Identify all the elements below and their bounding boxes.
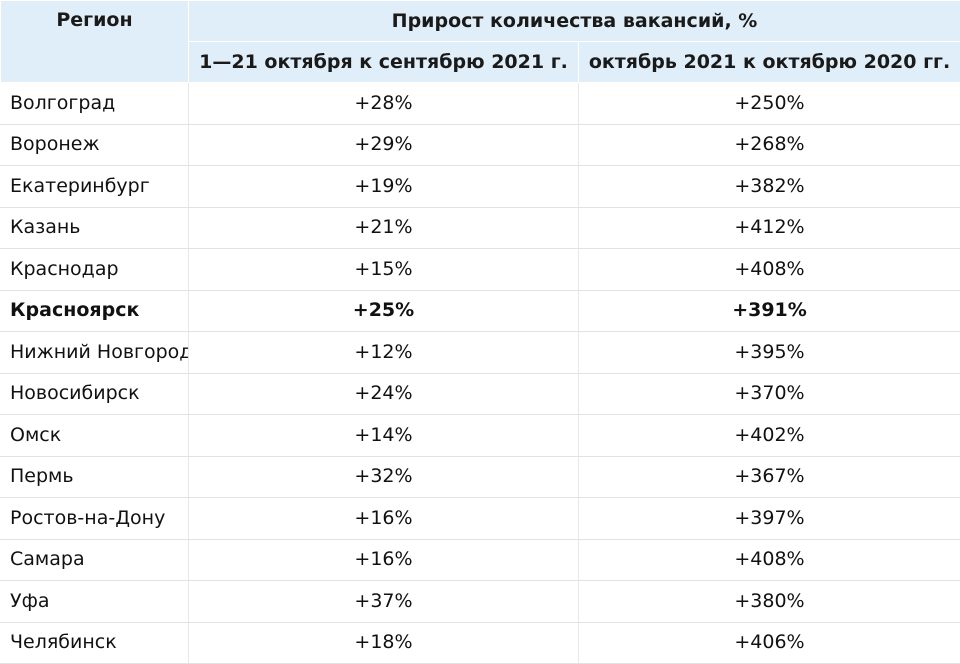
cell-oct-growth: +406%	[578, 621, 960, 664]
cell-oct-growth: +370%	[578, 372, 960, 415]
cell-region: Воронеж	[0, 123, 189, 166]
cell-region: Ростов-на-Дону	[0, 497, 189, 540]
table-body: Волгоград +28% +250% Воронеж +29% +268% Екатер…	[0, 82, 960, 664]
table-header: Регион Прирост количества вакансий, % 1—…	[0, 0, 960, 83]
table-row: Волгоград +28% +250%	[0, 82, 960, 125]
cell-region: Волгоград	[0, 82, 189, 125]
cell-oct-growth: +391%	[578, 289, 960, 332]
cell-sep-growth: +32%	[188, 455, 579, 498]
cell-sep-growth: +12%	[188, 331, 579, 374]
table-row: Челябинск +18% +406%	[0, 621, 960, 664]
cell-region: Казань	[0, 206, 189, 249]
cell-region: Омск	[0, 414, 189, 457]
cell-oct-growth: +395%	[578, 331, 960, 374]
table-row: Самара +16% +408%	[0, 538, 960, 581]
cell-sep-growth: +29%	[188, 123, 579, 166]
cell-region: Уфа	[0, 580, 189, 623]
table-row: Нижний Новгород +12% +395%	[0, 331, 960, 374]
cell-sep-growth: +16%	[188, 497, 579, 540]
header-oct-column: октябрь 2021 к октябрю 2020 гг.	[578, 41, 960, 83]
table-row: Уфа +37% +380%	[0, 580, 960, 623]
table-row: Пермь +32% +367%	[0, 455, 960, 498]
cell-region: Пермь	[0, 455, 189, 498]
cell-sep-growth: +16%	[188, 538, 579, 581]
cell-oct-growth: +402%	[578, 414, 960, 457]
cell-sep-growth: +24%	[188, 372, 579, 415]
cell-sep-growth: +21%	[188, 206, 579, 249]
header-region: Регион	[0, 0, 189, 83]
cell-oct-growth: +382%	[578, 165, 960, 208]
cell-sep-growth: +19%	[188, 165, 579, 208]
cell-region: Нижний Новгород	[0, 331, 189, 374]
table-row: Краснодар +15% +408%	[0, 248, 960, 291]
cell-sep-growth: +28%	[188, 82, 579, 125]
cell-region: Челябинск	[0, 621, 189, 664]
header-sep-column: 1—21 октября к сентябрю 2021 г.	[188, 41, 579, 83]
cell-region: Новосибирск	[0, 372, 189, 415]
cell-sep-growth: +14%	[188, 414, 579, 457]
table-row: Казань +21% +412%	[0, 206, 960, 249]
cell-oct-growth: +412%	[578, 206, 960, 249]
table-row: Омск +14% +402%	[0, 414, 960, 457]
cell-oct-growth: +408%	[578, 538, 960, 581]
cell-sep-growth: +15%	[188, 248, 579, 291]
cell-oct-growth: +367%	[578, 455, 960, 498]
cell-sep-growth: +25%	[188, 289, 579, 332]
table-row: Екатеринбург +19% +382%	[0, 165, 960, 208]
cell-region: Екатеринбург	[0, 165, 189, 208]
cell-region: Краснодар	[0, 248, 189, 291]
cell-sep-growth: +37%	[188, 580, 579, 623]
table-row: Воронеж +29% +268%	[0, 123, 960, 166]
cell-oct-growth: +380%	[578, 580, 960, 623]
cell-oct-growth: +268%	[578, 123, 960, 166]
cell-region: Самара	[0, 538, 189, 581]
cell-sep-growth: +18%	[188, 621, 579, 664]
table-row: Красноярск +25% +391%	[0, 289, 960, 332]
cell-oct-growth: +250%	[578, 82, 960, 125]
header-growth-group: Прирост количества вакансий, %	[188, 0, 960, 42]
cell-oct-growth: +397%	[578, 497, 960, 540]
cell-region: Красноярск	[0, 289, 189, 332]
cell-oct-growth: +408%	[578, 248, 960, 291]
table-row: Ростов-на-Дону +16% +397%	[0, 497, 960, 540]
table-row: Новосибирск +24% +370%	[0, 372, 960, 415]
